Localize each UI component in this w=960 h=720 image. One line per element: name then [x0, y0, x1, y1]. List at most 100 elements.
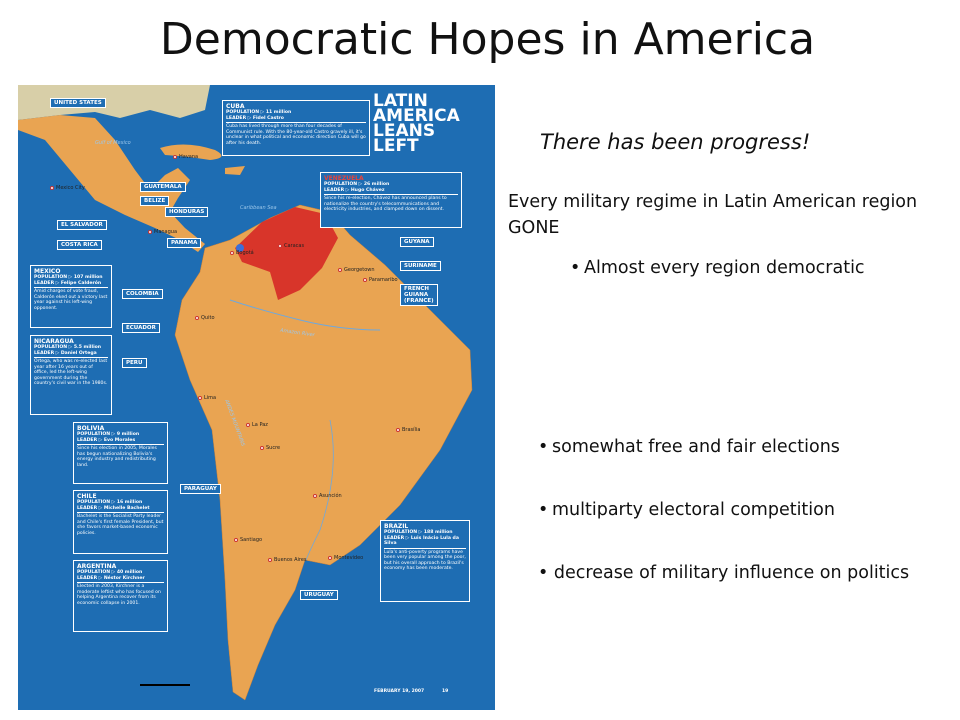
city-label: Caracas — [284, 243, 305, 249]
cuba — [160, 144, 222, 160]
lake-maracaibo — [236, 244, 244, 252]
box-text: Lula's anti-poverty programs have been v… — [384, 547, 466, 572]
city-dot — [328, 556, 332, 560]
info-box: MEXICO POPULATION ▷ 107 million LEADER ▷ F… — [30, 265, 112, 328]
country-label: GUATEMALA — [140, 182, 186, 192]
bullet: somewhat free and fair elections — [538, 434, 840, 460]
box-text: Since his re-election, Chávez has announ… — [324, 194, 458, 213]
country-label: PANAMA — [167, 238, 202, 248]
country-label: HONDURAS — [165, 207, 209, 217]
map-date: FEBRUARY 19, 2007 — [374, 689, 425, 694]
box-heading: BRAZIL — [384, 523, 409, 530]
info-box: NICARAGUA POPULATION ▷ 5.5 million LEADER … — [30, 335, 112, 415]
country-label: SURINAME — [400, 261, 441, 271]
city-label: Sucre — [266, 445, 281, 451]
box-leader: LEADER ▷ Felipe Calderón — [34, 280, 102, 286]
city-label: Lima — [204, 395, 217, 401]
amazon-river — [229, 299, 381, 331]
bullet-text: decrease of military influence on politi… — [553, 563, 910, 583]
country-label: COLOMBIA — [122, 289, 163, 299]
country-label: GUYANA — [400, 237, 434, 247]
country-label: BELIZE — [140, 196, 170, 206]
city-label: Brasília — [402, 427, 421, 433]
city-dot — [230, 251, 234, 255]
info-box: ARGENTINA POPULATION ▷ 40 million LEADER ▷… — [73, 560, 168, 632]
box-population: POPULATION ▷ 40 million — [77, 570, 143, 576]
hispaniola — [225, 166, 245, 175]
country-label: COSTA RICA — [57, 240, 102, 250]
headline-line: LATIN — [373, 91, 428, 111]
city-dot — [195, 316, 199, 320]
city-label: Havana — [179, 154, 199, 160]
box-text: Amid charges of vote fraud, Calderón eke… — [34, 287, 108, 311]
sub-bullet: Almost every region democratic — [570, 255, 865, 281]
country-label: PERU — [122, 358, 147, 368]
slide-title: Democratic Hopes in America — [159, 14, 816, 65]
box-leader: LEADER ▷ Néstor Kirchner — [77, 575, 145, 581]
country-label: PARAGUAY — [180, 484, 221, 494]
box-heading: MEXICO — [34, 268, 61, 275]
box-text: Bachelet is the Socialist Party leader a… — [77, 512, 164, 536]
box-leader: LEADER ▷ Michelle Bachelet — [77, 505, 150, 511]
box-leader: LEADER ▷ Hugo Chávez — [324, 187, 385, 193]
bullet-marker: • — [538, 563, 554, 583]
box-leader: LEADER ▷ Evo Morales — [77, 437, 136, 443]
city-label: Montevideo — [334, 555, 364, 561]
box-text: Since his election in 2005, Morales has … — [77, 444, 164, 468]
city-label: Georgetown — [344, 267, 375, 273]
info-box: BOLIVIA POPULATION ▷ 9 million LEADER ▷ Ev… — [73, 422, 168, 484]
info-box: BRAZIL POPULATION ▷ 188 million LEADER ▷ L… — [380, 520, 470, 602]
box-population: POPULATION ▷ 26 million — [324, 182, 390, 188]
mexico-central-america — [18, 115, 205, 252]
box-heading: NICARAGUA — [34, 338, 74, 345]
box-text: Cuba has lived through more than four de… — [226, 122, 366, 146]
country-label: ECUADOR — [122, 323, 160, 333]
country-label: URUGUAY — [300, 590, 338, 600]
city-dot — [268, 558, 272, 562]
city-dot — [50, 186, 54, 190]
lead-text: Every military regime in Latin American … — [508, 192, 918, 238]
parana-river — [305, 419, 334, 561]
city-dot — [278, 244, 282, 248]
box-heading: CUBA — [226, 103, 245, 110]
box-population: POPULATION ▷ 9 million — [77, 432, 140, 438]
city-dot — [363, 278, 367, 282]
country-label: FRENCH GUIANA (FRANCE) — [400, 284, 438, 306]
headline-line: LEANS — [373, 121, 436, 141]
city-label: Quito — [201, 315, 215, 321]
box-heading: BOLIVIA — [77, 425, 105, 432]
box-leader: LEADER ▷ Daniel Ortega — [34, 350, 97, 356]
country-label: EL SALVADOR — [57, 220, 107, 230]
box-heading: ARGENTINA — [77, 563, 117, 570]
box-population: POPULATION ▷ 5.5 million — [34, 345, 102, 351]
city-dot — [198, 396, 202, 400]
info-box: CHILE POPULATION ▷ 16 million LEADER ▷ Mic… — [73, 490, 168, 554]
box-leader: LEADER ▷ Luis Inácio Lula da Silva — [384, 535, 459, 547]
box-population: POPULATION ▷ 16 million — [77, 500, 143, 506]
city-dot — [396, 428, 400, 432]
country-label: UNITED STATES — [50, 98, 106, 108]
map-page-number: 19 — [442, 689, 449, 694]
city-dot — [173, 155, 177, 159]
bullet: • decrease of military influence on poli… — [538, 560, 922, 586]
city-label: Paramaribo — [369, 277, 398, 283]
city-label: Asunción — [319, 493, 342, 499]
headline-line: AMERICA — [373, 106, 460, 126]
box-population: POPULATION ▷ 107 million — [34, 275, 103, 281]
box-heading: VENEZUELA — [324, 175, 364, 182]
united-states — [18, 85, 210, 120]
city-label: Buenos Aires — [274, 557, 307, 563]
bullet: multiparty electoral competition — [538, 497, 835, 523]
box-population: POPULATION ▷ 188 million — [384, 530, 453, 536]
box-heading: CHILE — [77, 493, 97, 500]
water-label: Caribbean Sea — [240, 205, 277, 211]
info-box: CUBA POPULATION ▷ 11 million LEADER ▷ Fide… — [222, 100, 370, 156]
city-label: Santiago — [240, 537, 263, 543]
city-dot — [338, 268, 342, 272]
map-headline: LATIN AMERICA LEANS LEFT — [373, 91, 460, 155]
info-box: VENEZUELA POPULATION ▷ 26 million LEADER ▷… — [320, 172, 462, 228]
city-label: Mexico City — [56, 185, 85, 191]
box-text: Ortega, who was re-elected last year aft… — [34, 357, 108, 387]
venezuela — [235, 207, 338, 300]
